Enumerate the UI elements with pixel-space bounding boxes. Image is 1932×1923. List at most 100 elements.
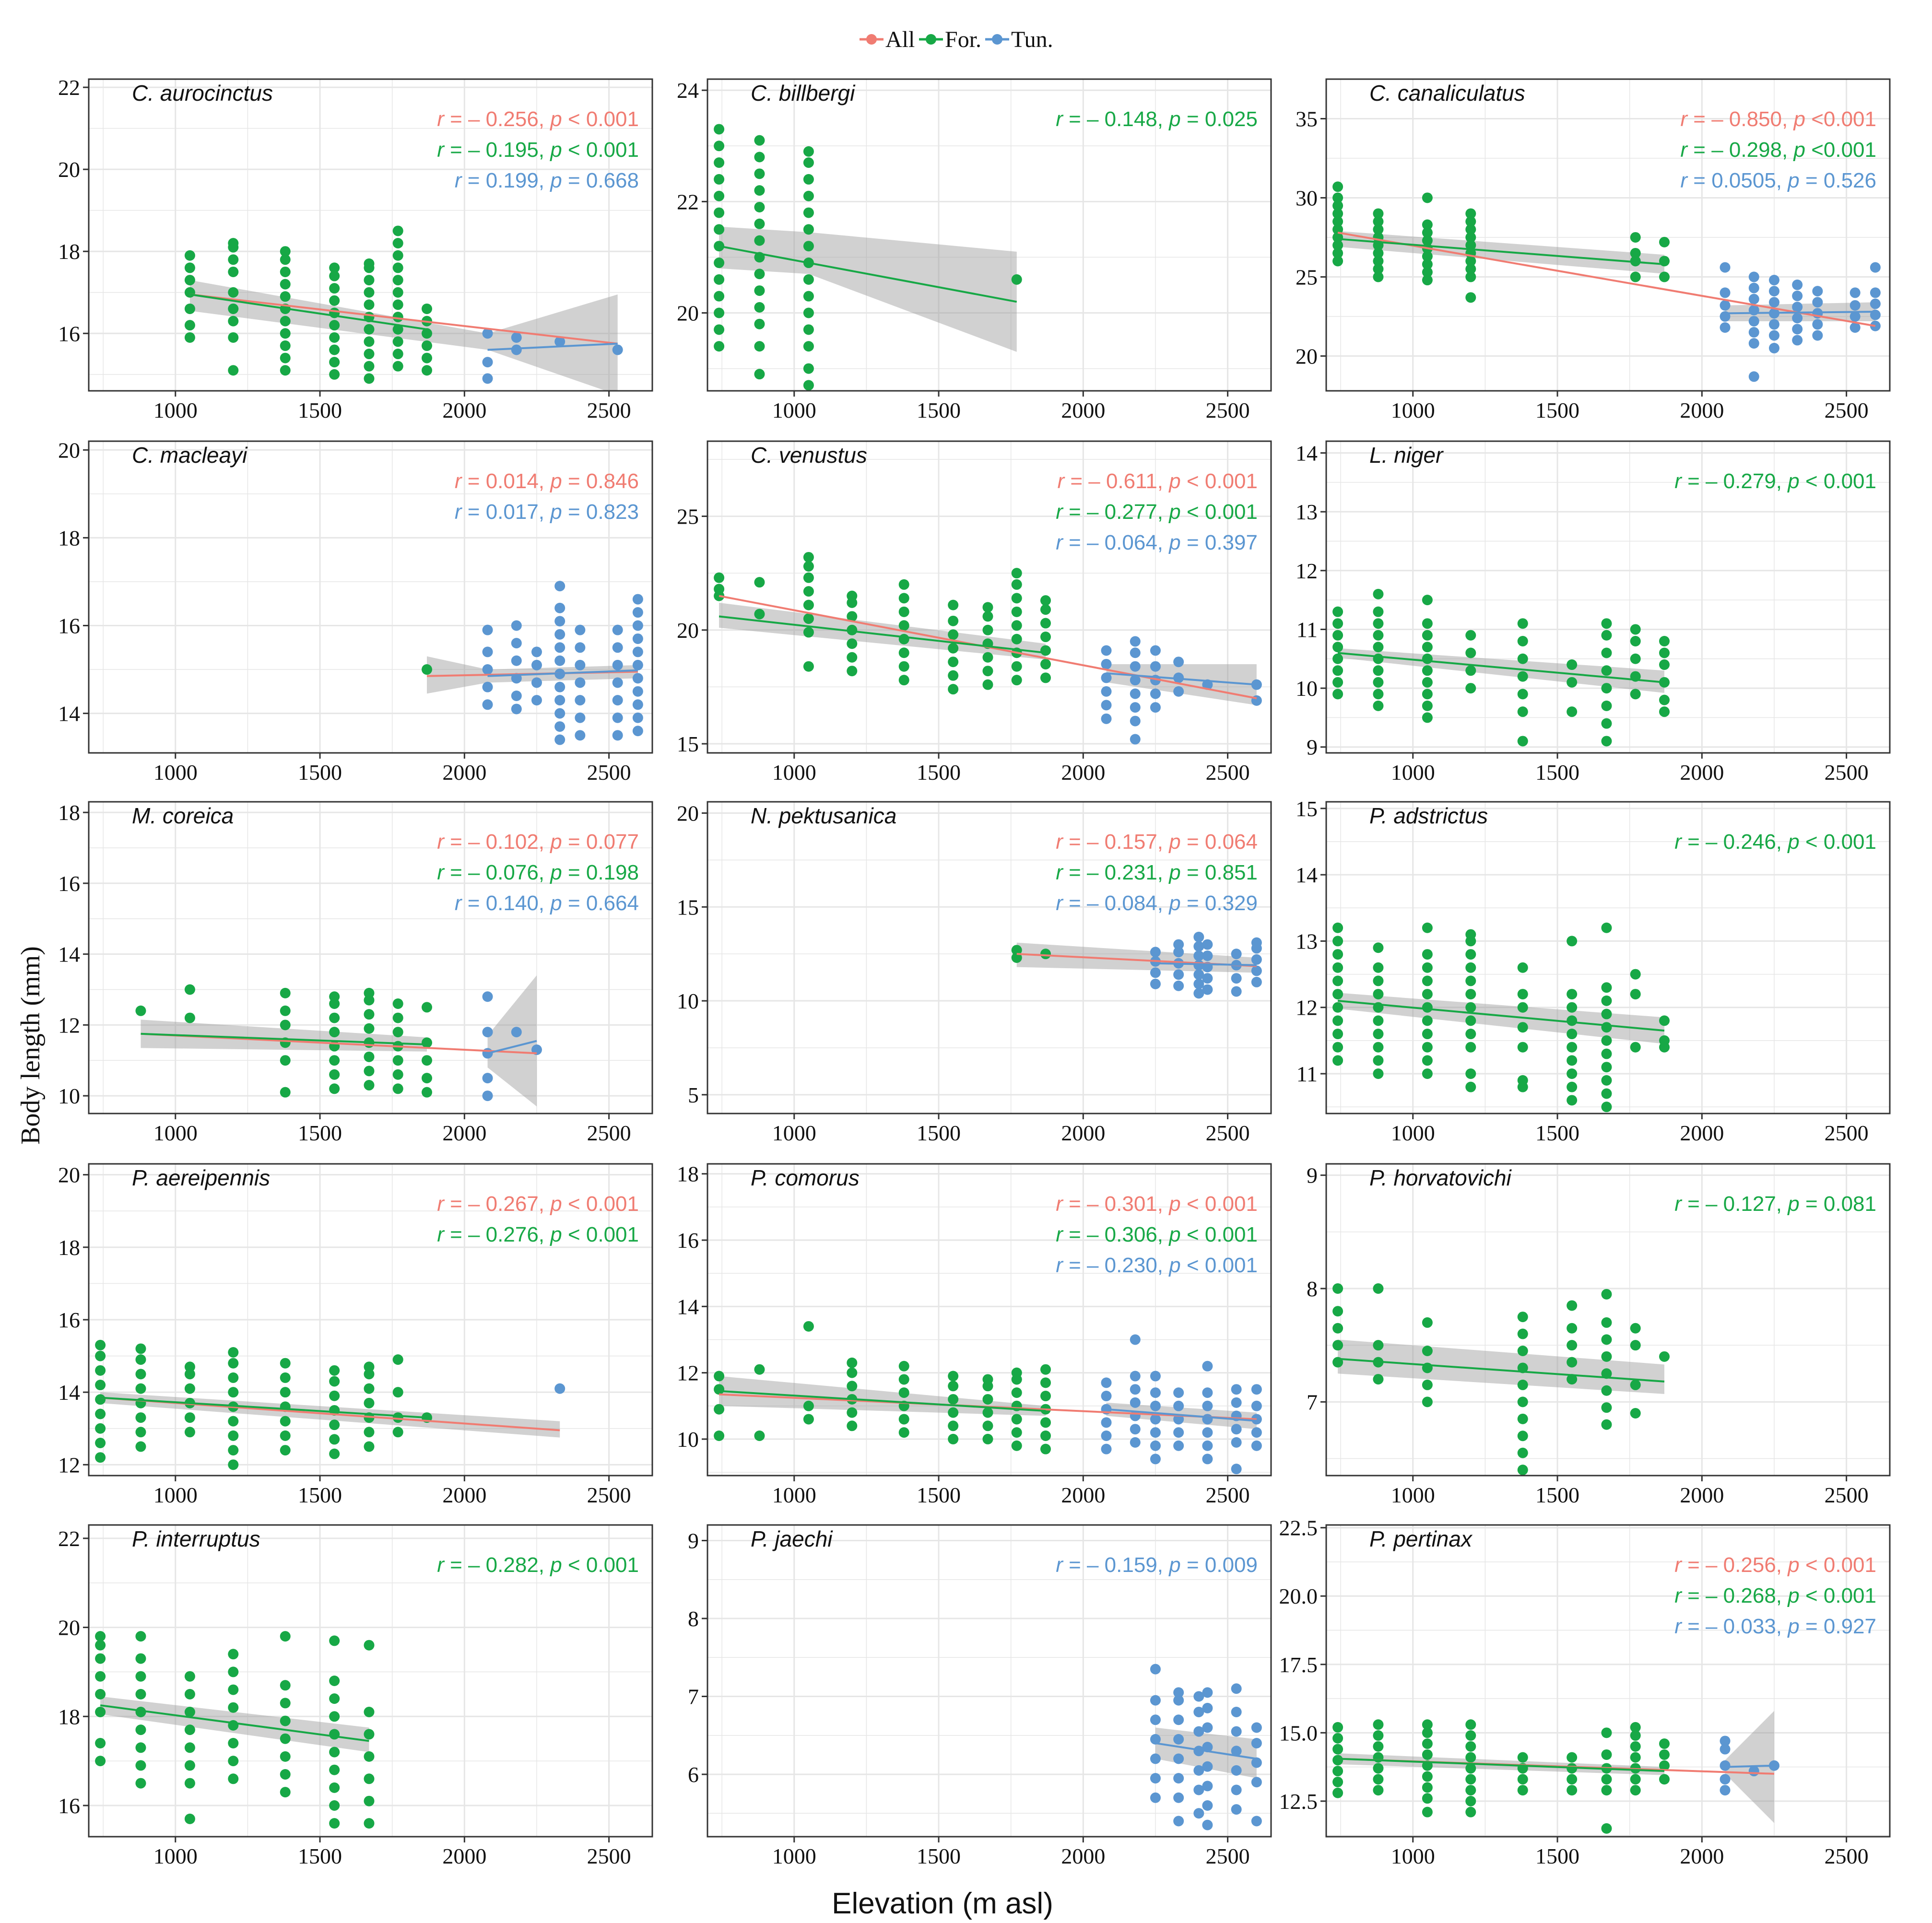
data-point-tundra (1130, 1397, 1141, 1408)
legend-item-tundra: Tun. (985, 27, 1053, 52)
data-point-tundra (1150, 1792, 1161, 1803)
panel-title: P. jaechi (751, 1526, 833, 1551)
data-point-forest (1422, 1727, 1433, 1738)
stat-line-forest: r = – 0.282, p < 0.001 (437, 1553, 639, 1577)
data-point-forest (803, 363, 814, 374)
legend-key-forest-dot (926, 34, 936, 45)
data-point-forest (280, 316, 291, 327)
data-point-forest (1422, 1719, 1433, 1730)
data-point-forest (280, 340, 291, 351)
data-point-forest (1659, 1738, 1670, 1749)
data-point-forest (135, 1427, 146, 1438)
data-point-forest (1373, 1774, 1384, 1785)
data-point-tundra (1202, 1742, 1213, 1753)
data-point-forest (1601, 922, 1612, 933)
data-point-forest (392, 336, 403, 347)
y-tick-label: 10 (58, 1084, 80, 1108)
data-point-forest (1373, 1055, 1384, 1066)
data-point-forest (135, 1369, 146, 1380)
data-point-forest (1465, 1068, 1476, 1079)
y-tick-label: 18 (58, 526, 80, 550)
data-point-tundra (531, 677, 542, 688)
data-point-forest (184, 1412, 195, 1423)
y-tick-label: 17.5 (1279, 1653, 1318, 1677)
x-tick-label: 2000 (442, 760, 486, 785)
data-point-forest (135, 1441, 146, 1452)
data-point-forest (1465, 630, 1476, 641)
stat-line-all: r = 0.014, p = 0.846 (455, 469, 639, 493)
data-point-forest (1567, 989, 1578, 1000)
data-point-forest (1601, 1402, 1612, 1413)
data-point-forest (1465, 989, 1476, 1000)
data-point-forest (422, 1073, 432, 1084)
stat-p-symbol: p (549, 1223, 562, 1246)
data-point-forest (754, 577, 765, 588)
plot-area (1011, 931, 1262, 999)
data-point-tundra (1130, 675, 1141, 686)
stat-r-value: = 0.017, (462, 500, 551, 524)
data-point-forest (714, 224, 725, 235)
stat-r-value: = – 0.159, (1063, 1553, 1169, 1577)
gridlines (1326, 1164, 1890, 1476)
y-tick-label: 6 (688, 1762, 699, 1787)
data-point-tundra (1173, 1695, 1184, 1706)
data-point-tundra (1150, 947, 1161, 958)
data-point-forest (948, 643, 959, 654)
data-point-tundra (554, 1383, 565, 1394)
stat-p-value: < 0.001 (562, 1553, 639, 1577)
data-point-forest (364, 1397, 375, 1408)
data-point-forest (948, 1420, 959, 1431)
data-point-tundra (1768, 330, 1779, 341)
data-point-forest (1332, 1776, 1343, 1787)
data-point-forest (803, 146, 814, 157)
data-point-tundra (511, 638, 522, 649)
data-point-tundra (1150, 645, 1161, 656)
data-point-forest (1332, 208, 1343, 219)
data-point-forest (714, 258, 725, 269)
x-tick-label: 1000 (772, 398, 816, 422)
data-point-forest (364, 258, 375, 269)
data-point-forest (329, 270, 340, 281)
data-point-tundra (1792, 324, 1803, 335)
stat-p-value: < 0.001 (562, 1192, 639, 1216)
data-point-forest (1517, 635, 1528, 646)
data-point-forest (1601, 1317, 1612, 1328)
x-tick-label: 2500 (1206, 760, 1250, 785)
data-point-forest (1630, 1042, 1641, 1053)
data-point-forest (714, 324, 725, 335)
data-point-forest (422, 303, 432, 314)
data-point-forest (364, 1009, 375, 1020)
data-point-tundra (1850, 311, 1861, 322)
data-point-tundra (482, 699, 493, 710)
data-point-forest (364, 1369, 375, 1380)
stat-r-value: = – 0.298, (1687, 138, 1793, 162)
fit-line-tundra (487, 669, 638, 677)
data-point-forest (803, 307, 814, 318)
fit-line-forest (1338, 1758, 1665, 1772)
data-point-forest (1332, 936, 1343, 947)
stat-p-symbol: p (1787, 1553, 1799, 1577)
data-point-forest (982, 666, 993, 677)
panel-frame (707, 1524, 1272, 1838)
data-point-forest (280, 365, 291, 376)
data-point-forest (1659, 236, 1670, 247)
y-tick-label: 11 (1296, 1062, 1318, 1086)
data-point-forest (1659, 1351, 1670, 1362)
fit-line-forest (100, 1704, 369, 1742)
data-point-forest (1373, 975, 1384, 986)
stat-r-value: = 0.199, (462, 169, 551, 192)
data-point-forest (135, 1005, 146, 1016)
data-point-forest (280, 1680, 291, 1691)
data-point-tundra (1101, 1417, 1112, 1428)
stat-r-value: = 0.0505, (1687, 169, 1788, 192)
data-point-tundra (612, 712, 623, 723)
data-point-tundra (1130, 1384, 1141, 1395)
data-point-forest (1659, 1749, 1670, 1760)
stat-r-value: = – 0.277, (1063, 500, 1169, 524)
legend-item-all: All (860, 27, 915, 52)
data-point-forest (135, 1671, 146, 1682)
data-point-tundra (632, 620, 643, 631)
data-point-tundra (1150, 978, 1161, 989)
y-tick-label: 18 (58, 1235, 80, 1260)
data-point-forest (1465, 1741, 1476, 1752)
